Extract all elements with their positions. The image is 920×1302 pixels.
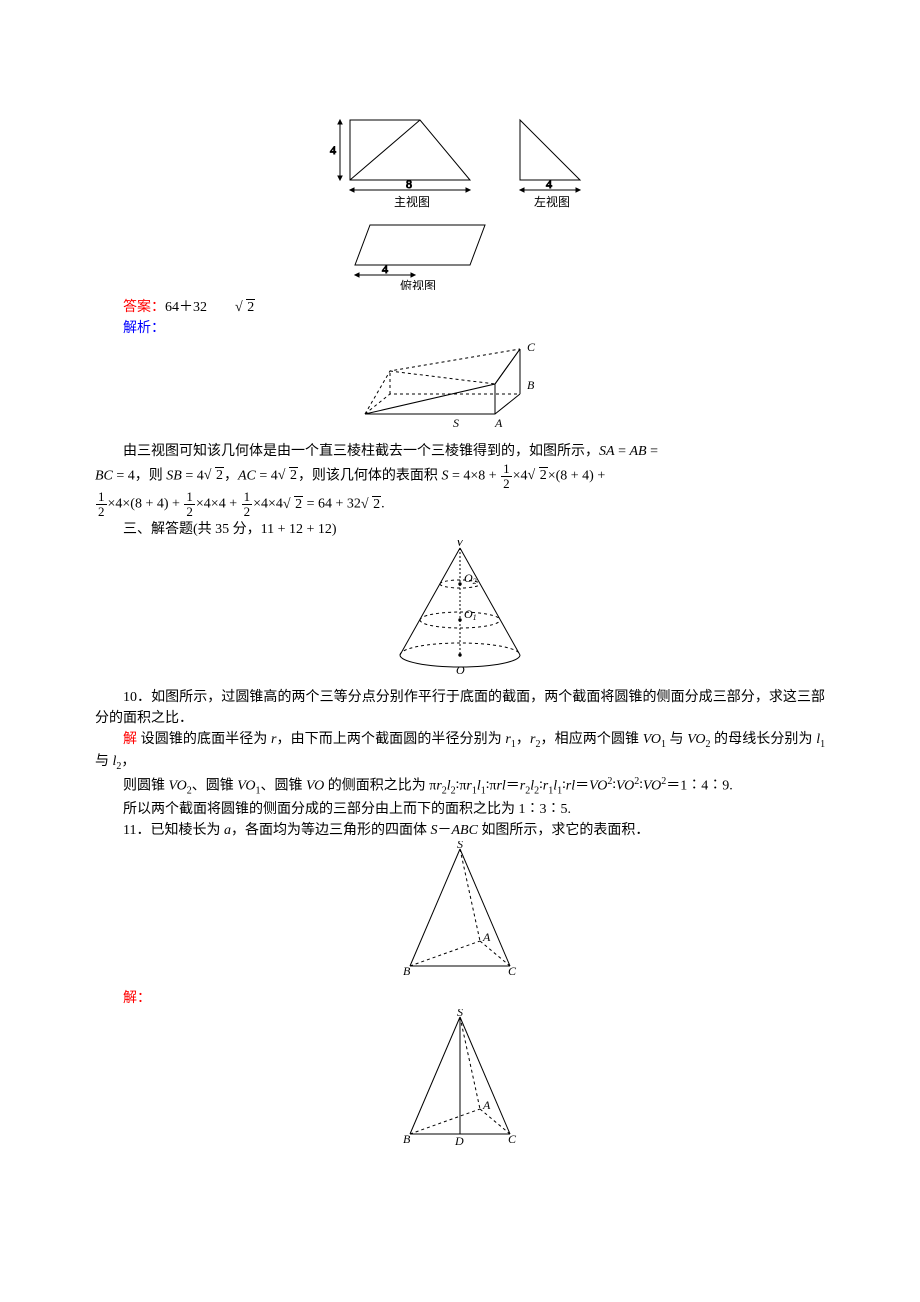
svg-text:A: A	[494, 416, 503, 430]
figure-cone: V O2 O1 O	[95, 540, 825, 687]
tetra1-svg: S A B C	[385, 841, 535, 981]
prism-cut-svg: S A B C	[345, 339, 575, 434]
answer-line: 答案：64＋322	[95, 297, 825, 318]
top-view-label: 俯视图	[400, 278, 436, 290]
svg-text:C: C	[527, 340, 536, 354]
svg-text:V: V	[456, 540, 465, 549]
svg-text:O2: O2	[464, 571, 477, 586]
svg-text:O: O	[456, 663, 465, 677]
q10-sol-p1: 解 设圆锥的底面半径为 r，由下而上两个截面圆的半径分别为 r1，r2，相应两个…	[95, 729, 825, 775]
svg-text:B: B	[403, 1132, 411, 1146]
analysis-label: 解析：	[123, 321, 165, 336]
svg-text:4: 4	[382, 262, 388, 276]
prism-para-1: 由三视图可知该几何体是由一个直三棱柱截去一个三棱锥得到的，如图所示，SA = A…	[95, 441, 825, 462]
figure-tetrahedron-2: S A B C D	[95, 1009, 825, 1156]
svg-text:C: C	[508, 964, 517, 978]
analysis-line: 解析：	[95, 318, 825, 339]
svg-text:S: S	[457, 1009, 463, 1019]
answer-label: 答案：	[123, 300, 165, 315]
section-3-heading: 三、解答题(共 35 分，11 + 12 + 12)	[95, 519, 825, 540]
figure-tetrahedron-1: S A B C	[95, 841, 825, 988]
svg-text:4: 4	[546, 177, 552, 191]
q10-sol-p2: 则圆锥 VO2、圆锥 VO1、圆锥 VO 的侧面积之比为 πr2l2∶πr1l1…	[95, 774, 825, 798]
svg-text:B: B	[403, 964, 411, 978]
svg-text:8: 8	[406, 177, 412, 191]
cone-svg: V O2 O1 O	[380, 540, 540, 680]
q10-text: 10．如图所示，过圆锥高的两个三等分点分别作平行于底面的截面，两个截面将圆锥的侧…	[95, 687, 825, 729]
svg-text:O1: O1	[464, 607, 477, 622]
prism-para-3: 12×4×(8 + 4) + 12×4×4 + 12×4×42 = 64 + 3…	[95, 490, 825, 518]
svg-text:B: B	[527, 378, 535, 392]
svg-text:S: S	[453, 416, 459, 430]
three-views-svg: 4 8 主视图 4 左视图	[300, 110, 620, 290]
left-view-label: 左视图	[534, 194, 570, 209]
svg-text:A: A	[482, 1098, 491, 1112]
svg-text:4: 4	[330, 143, 336, 157]
svg-text:C: C	[508, 1132, 517, 1146]
q10-sol-p3: 所以两个截面将圆锥的侧面分成的三部分由上而下的面积之比为 1∶3∶5.	[95, 799, 825, 820]
page: 4 8 主视图 4 左视图	[0, 0, 920, 1302]
q11-sol-label-line: 解：	[95, 988, 825, 1009]
solve-label: 解	[123, 732, 137, 747]
q11-text: 11．已知棱长为 a，各面均为等边三角形的四面体 S－ABC 如图所示，求它的表…	[95, 820, 825, 841]
svg-text:D: D	[454, 1134, 464, 1148]
figure-three-views: 4 8 主视图 4 左视图	[95, 110, 825, 297]
solve-label-2: 解：	[123, 991, 151, 1006]
tetra2-svg: S A B C D	[385, 1009, 535, 1149]
svg-text:S: S	[457, 841, 463, 851]
figure-prism-cut: S A B C	[95, 339, 825, 441]
svg-text:A: A	[482, 930, 491, 944]
prism-para-2: BC = 4，则 SB = 42，AC = 42，则该几何体的表面积 S = 4…	[95, 462, 825, 490]
main-view-label: 主视图	[394, 194, 430, 209]
